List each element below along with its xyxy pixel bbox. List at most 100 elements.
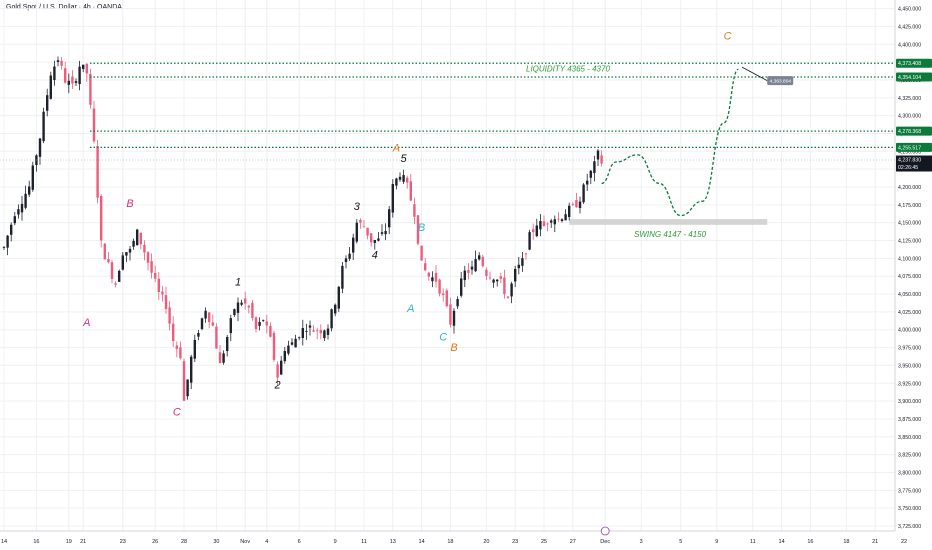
candle — [172, 316, 175, 348]
candle — [125, 252, 128, 263]
candle-body — [380, 232, 384, 234]
candle — [413, 197, 416, 225]
candle-body — [334, 304, 337, 314]
chart-title: Gold Spot / U.S. Dollar · 4h · OANDA — [6, 4, 122, 11]
x-tick-label: 22 — [901, 539, 907, 545]
candle-body — [496, 279, 499, 282]
candle-body — [85, 63, 88, 74]
candle-body — [258, 321, 261, 326]
x-tick-label: 13 — [390, 539, 396, 545]
candle — [244, 291, 247, 310]
candle — [258, 317, 261, 331]
candle-body — [506, 296, 510, 298]
candle-body — [190, 356, 193, 383]
candle-body — [582, 184, 585, 203]
y-tick-label: 4,000.000 — [898, 328, 921, 334]
candle — [60, 57, 63, 70]
y-tick-label: 4,125.000 — [898, 239, 921, 245]
candle-body — [431, 277, 434, 282]
y-tick-label: 4,250.000 — [898, 149, 921, 155]
x-tick-label: 23 — [512, 539, 518, 545]
y-tick-label: 3,800.000 — [898, 470, 921, 476]
price-level-tag-text: 4,354.104 — [898, 75, 921, 81]
candle-body — [269, 326, 272, 337]
candle-body — [272, 332, 276, 360]
candle-body — [391, 184, 394, 213]
target-tag-text: 4,363.804 — [770, 79, 792, 85]
wave-label: B — [126, 198, 133, 210]
candle — [398, 172, 402, 182]
candle-body — [362, 226, 366, 228]
candle-body — [384, 230, 387, 235]
x-tick-label: 18 — [447, 539, 453, 545]
candle-body — [218, 352, 222, 364]
candle — [542, 215, 546, 227]
candle-body — [96, 145, 99, 198]
candle — [82, 64, 85, 73]
candle-body — [416, 215, 420, 244]
candle-body — [485, 269, 488, 276]
candle — [251, 299, 254, 321]
candle — [510, 281, 513, 304]
candle-body — [492, 279, 495, 283]
x-tick-label: 21 — [80, 539, 86, 545]
candle-body — [553, 219, 556, 225]
candle-body — [6, 235, 9, 248]
candle-body — [521, 258, 524, 266]
candle-body — [596, 150, 600, 160]
candle-body — [370, 233, 373, 243]
candle — [46, 88, 49, 117]
candle — [406, 175, 409, 189]
candle-body — [139, 232, 142, 245]
y-tick-label: 3,825.000 — [898, 453, 921, 459]
candle — [434, 265, 438, 288]
candle-body — [64, 68, 67, 83]
candle — [517, 257, 520, 275]
candle — [424, 258, 427, 272]
candle — [161, 286, 164, 302]
current-price-tag-text: 4,237.830 — [898, 158, 921, 164]
candles — [2, 56, 603, 402]
candle-body — [568, 205, 571, 217]
candle-body — [438, 279, 441, 294]
candle — [352, 233, 355, 260]
candle — [262, 319, 265, 323]
candle-body — [499, 276, 502, 279]
candle — [348, 247, 351, 261]
candle-body — [586, 180, 589, 185]
candle — [13, 211, 16, 226]
candle — [157, 271, 160, 300]
y-tick-label: 4,075.000 — [898, 274, 921, 280]
candle — [496, 278, 499, 287]
candle-body — [60, 60, 63, 66]
candle-body — [265, 321, 268, 326]
candle — [463, 265, 466, 288]
candle — [427, 271, 430, 281]
y-tick-label: 3,750.000 — [898, 506, 921, 512]
candle-body — [535, 225, 538, 237]
price-level-tag-text: 4,373.408 — [898, 61, 921, 67]
candle-body — [424, 263, 427, 271]
candle-body — [571, 204, 574, 205]
y-tick-label: 3,925.000 — [898, 381, 921, 387]
x-tick-label: 18 — [843, 539, 849, 545]
candle — [100, 194, 103, 248]
candle — [272, 330, 276, 362]
price-level-tag — [896, 72, 932, 82]
candle-body — [308, 325, 312, 328]
candle-body — [550, 220, 553, 223]
candle-body — [474, 259, 477, 272]
candle-body — [128, 248, 132, 253]
candle — [49, 71, 52, 100]
candle — [319, 324, 322, 340]
target-arrow — [741, 66, 768, 82]
candle-body — [236, 302, 240, 313]
candle — [546, 222, 549, 232]
candle-body — [2, 247, 6, 248]
zone-label: SWING 4147 - 4150 — [634, 230, 707, 239]
candle-body — [74, 81, 78, 83]
candle-body — [344, 258, 348, 262]
candle-body — [118, 270, 121, 282]
